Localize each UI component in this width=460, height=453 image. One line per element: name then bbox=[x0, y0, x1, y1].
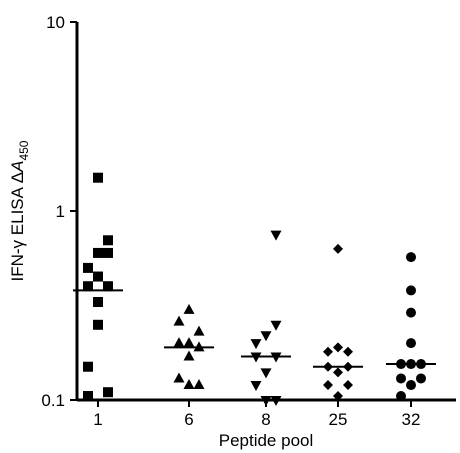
y-tick-label: 0.1 bbox=[41, 391, 65, 410]
data-point-circle bbox=[406, 252, 416, 263]
data-point-square bbox=[93, 297, 103, 308]
x-tick-label: 32 bbox=[402, 410, 421, 429]
data-point-diamond bbox=[343, 380, 353, 391]
data-point-circle bbox=[406, 338, 416, 349]
data-point-triangle-down bbox=[250, 381, 262, 392]
y-tick-label: 1 bbox=[56, 202, 65, 221]
y-axis-title: IFN-γ ELISA ΔA450 bbox=[8, 140, 31, 281]
data-point-square bbox=[93, 172, 103, 183]
data-point-circle bbox=[416, 359, 426, 370]
data-point-square bbox=[103, 387, 113, 398]
data-point-triangle-down bbox=[260, 396, 272, 406]
data-point-circle bbox=[406, 359, 416, 370]
data-point-triangle-down bbox=[270, 396, 282, 406]
data-point-square bbox=[93, 271, 103, 282]
data-point-square bbox=[83, 361, 93, 372]
data-point-triangle-down bbox=[260, 368, 272, 379]
data-point-triangle-up bbox=[183, 350, 195, 361]
data-point-triangle-up bbox=[173, 337, 185, 348]
data-point-triangle-down bbox=[270, 230, 282, 241]
data-point-diamond bbox=[333, 390, 343, 401]
data-point-triangle-up bbox=[173, 372, 185, 383]
data-point-circle bbox=[396, 359, 406, 370]
x-tick-label: 1 bbox=[93, 410, 102, 429]
y-axis-title-subscript: 450 bbox=[17, 140, 31, 160]
data-point-diamond bbox=[333, 367, 343, 378]
x-tick-label: 8 bbox=[261, 410, 270, 429]
x-tick-label: 25 bbox=[329, 410, 348, 429]
y-axis-title-delta: Δ bbox=[8, 172, 27, 183]
data-point-diamond bbox=[323, 380, 333, 391]
data-point-circle bbox=[396, 390, 406, 401]
data-point-diamond bbox=[323, 346, 333, 357]
data-point-triangle-down bbox=[250, 352, 262, 363]
data-point-triangle-up bbox=[173, 315, 185, 326]
data-point-diamond bbox=[343, 346, 353, 357]
data-point-square bbox=[103, 247, 113, 258]
data-point-triangle-up bbox=[193, 341, 205, 352]
x-axis-title: Peptide pool bbox=[219, 431, 314, 450]
y-ticks: 0.1 1 10 bbox=[41, 13, 77, 410]
y-tick-label: 10 bbox=[46, 13, 65, 32]
data-point-square bbox=[83, 281, 93, 292]
data-point-circle bbox=[406, 380, 416, 391]
data-point-circle bbox=[406, 307, 416, 318]
data-point-diamond bbox=[333, 243, 343, 254]
data-point-circle bbox=[406, 285, 416, 296]
data-point-square bbox=[93, 247, 103, 258]
data-point-square bbox=[83, 390, 93, 401]
data-point-triangle-up bbox=[183, 303, 195, 314]
data-point-triangle-up bbox=[183, 379, 195, 390]
data-point-diamond bbox=[343, 361, 353, 372]
y-axis-title-a: A bbox=[8, 161, 27, 173]
data-point-square bbox=[103, 235, 113, 246]
data-point-triangle-up bbox=[193, 379, 205, 390]
data-point-triangle-down bbox=[270, 352, 282, 363]
data-point-circle bbox=[396, 373, 406, 384]
data-point-triangle-up bbox=[183, 337, 195, 348]
y-axis-title-text: IFN-γ ELISA bbox=[8, 183, 27, 281]
data-points bbox=[73, 172, 436, 406]
data-point-circle bbox=[416, 373, 426, 384]
data-point-diamond bbox=[333, 342, 343, 353]
data-point-diamond bbox=[323, 361, 333, 372]
data-point-triangle-down bbox=[260, 331, 272, 342]
data-point-square bbox=[83, 262, 93, 273]
data-point-triangle-down bbox=[250, 339, 262, 350]
data-point-triangle-down bbox=[270, 320, 282, 331]
x-ticks: 1 6 8 25 32 bbox=[93, 400, 420, 429]
data-point-triangle-up bbox=[193, 325, 205, 336]
data-point-square bbox=[93, 319, 103, 330]
data-point-square bbox=[103, 281, 113, 292]
x-tick-label: 6 bbox=[184, 410, 193, 429]
